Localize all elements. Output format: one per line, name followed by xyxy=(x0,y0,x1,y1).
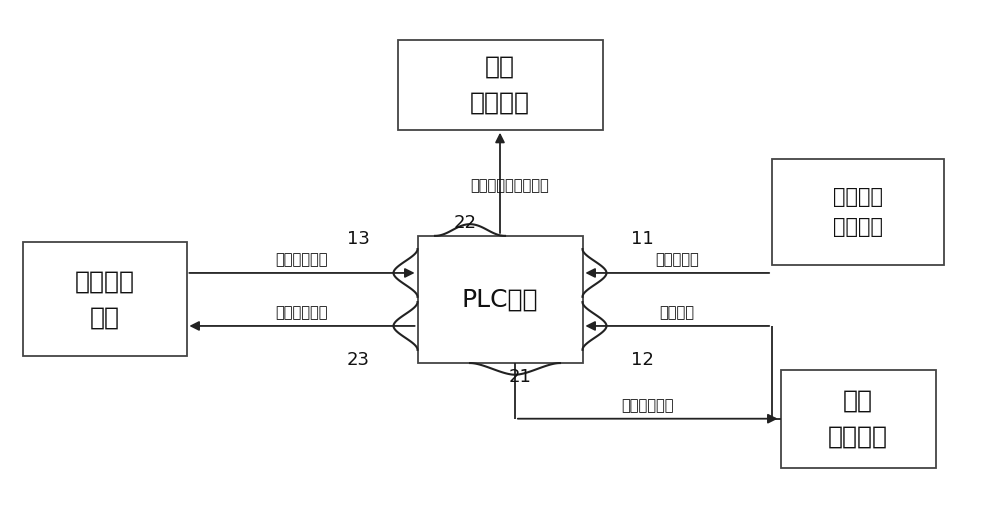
Text: 控制风门开度: 控制风门开度 xyxy=(622,399,674,413)
Bar xyxy=(23,243,186,356)
Bar xyxy=(398,40,602,130)
Text: 空气压力
检测装置: 空气压力 检测装置 xyxy=(833,187,883,237)
Bar xyxy=(418,236,582,363)
Text: 11: 11 xyxy=(631,229,653,248)
Text: 21: 21 xyxy=(509,368,531,386)
Text: 风门开度: 风门开度 xyxy=(660,306,695,321)
Text: 控制电源开启或关闭: 控制电源开启或关闭 xyxy=(471,178,549,193)
Text: 指示需要停止: 指示需要停止 xyxy=(276,306,328,321)
Text: 风门
控制装置: 风门 控制装置 xyxy=(828,389,888,448)
Bar xyxy=(780,370,936,468)
Text: 空气压力值: 空气压力值 xyxy=(655,253,699,268)
Text: 23: 23 xyxy=(347,351,370,369)
Text: 22: 22 xyxy=(453,214,476,232)
Bar xyxy=(772,159,944,265)
Text: 人机交互
界面: 人机交互 界面 xyxy=(75,270,135,329)
Text: 助燃风机编号: 助燃风机编号 xyxy=(276,253,328,268)
Text: 12: 12 xyxy=(631,351,653,369)
Text: PLC装置: PLC装置 xyxy=(462,287,538,312)
Text: 电源
控制装置: 电源 控制装置 xyxy=(470,55,530,114)
Text: 13: 13 xyxy=(347,229,370,248)
